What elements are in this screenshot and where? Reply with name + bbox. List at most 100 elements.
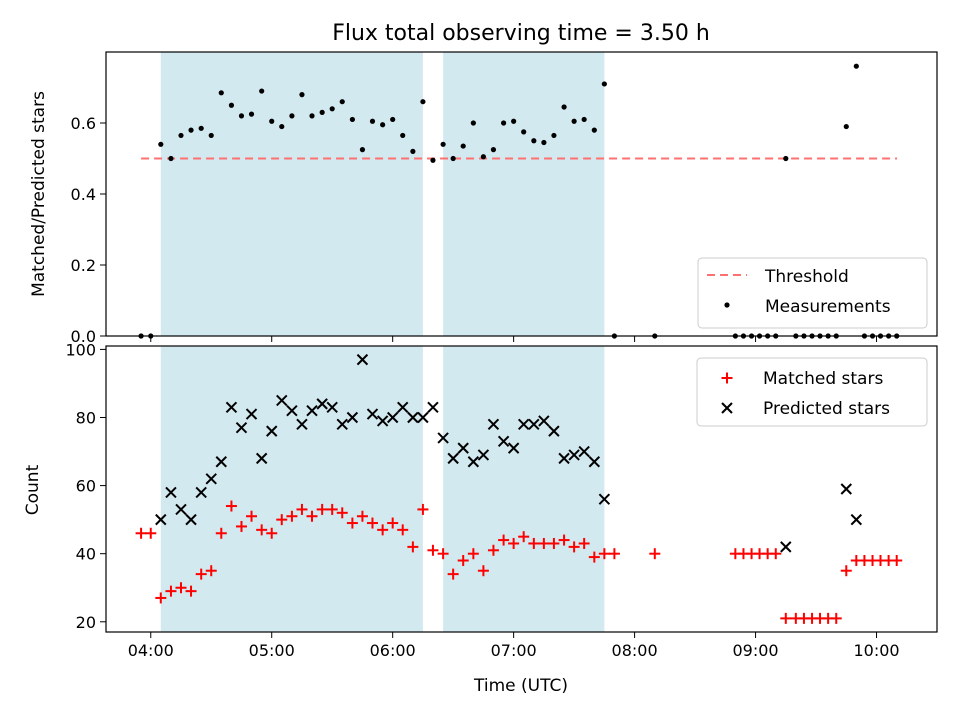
matched-stars-point [215,527,227,539]
predicted-stars-point [407,411,419,424]
shaded-interval-1 [443,346,605,632]
matched-stars-point [427,544,439,556]
predicted-stars-point [588,456,601,468]
predicted-stars-point [558,452,570,465]
matched-stars-point [397,524,409,536]
predicted-stars-point [528,418,540,431]
predicted-stars-point [538,415,550,427]
predicted-stars-point [447,452,459,465]
predicted-stars-point [185,513,197,526]
predicted-stars-point [286,404,298,417]
matched-stars-point [598,548,610,560]
matched-stars-point [135,527,147,539]
matched-stars-series [135,500,903,624]
x-tick-label: 09:00 [733,641,779,660]
measurement-point [319,109,325,115]
bottom-plot-frame [105,345,938,633]
measurement-point [289,113,295,119]
measurement-point [500,120,507,126]
legend-predicted-swatch [721,402,733,414]
y-tick-label: 80 [76,409,96,428]
measurement-point [601,81,607,87]
predicted-stars-point [457,442,469,454]
predicted-stars-point [215,456,227,468]
bottom-x-ticks: 04:00 05:00 06:00 07:00 08:00 09:00 10:00 [128,632,900,660]
matched-stars-point [356,510,368,522]
measurement-point [561,104,567,110]
matched-stars-point [387,517,399,529]
measurement-point [329,106,335,112]
predicted-stars-point [296,418,308,431]
matched-stars-point [840,565,852,577]
predicted-stars-point [205,473,217,485]
y-tick-label: 0.0 [71,327,96,346]
bottom-y-ticks: 20 40 60 80 100 [65,340,106,632]
matched-stars-point [266,527,278,539]
matched-stars-point [326,503,338,515]
predicted-stars-point [467,456,480,468]
predicted-stars-point [578,445,590,458]
matched-stars-point [588,551,600,563]
measurement-point [188,127,194,133]
measurement-point [480,154,486,160]
measurement-point [178,132,184,139]
predicted-stars-point [386,411,399,424]
measurements-series [138,63,900,339]
matched-stars-point [246,510,258,522]
measurement-point [591,127,597,133]
y-tick-label: 0.4 [71,185,96,204]
matched-stars-point [487,544,499,556]
y-tick-label: 0.6 [71,114,96,133]
matched-stars-point [891,555,903,566]
measurement-point [843,123,849,130]
matched-stars-point [346,517,358,529]
x-tick-label: 08:00 [612,641,658,660]
measurement-point [490,147,497,153]
matched-stars-point [548,537,560,549]
matched-stars-point [447,568,459,580]
top-legend: Threshold Measurements [697,257,928,329]
predicted-stars-point [780,541,792,553]
matched-stars-point [145,527,157,539]
matched-stars-point [518,531,530,543]
measurement-point [380,122,386,128]
predicted-stars-point [507,442,520,454]
predicted-stars-point [326,401,338,413]
matched-stars-point [568,541,580,553]
matched-stars-point [417,503,429,515]
measurement-point [470,120,476,126]
predicted-stars-point [155,513,167,526]
bottom-legend: Matched stars Predicted stars [696,357,928,427]
predicted-stars-point [195,486,207,499]
legend-measurements-swatch [724,302,730,308]
matched-stars-point [185,585,197,597]
measurement-point [208,132,214,139]
predicted-stars-point [568,449,580,461]
predicted-stars-point [437,432,449,444]
top-x-ticks [150,336,878,342]
predicted-stars-point [316,398,328,410]
legend-predicted-label: Predicted stars [763,399,890,419]
matched-stars-point [498,534,510,546]
matched-stars-point [336,507,348,519]
matched-stars-point [377,524,389,536]
predicted-stars-series [155,353,863,553]
chart-title: Flux total observing time = 3.50 h [332,21,710,46]
bottom-y-axis-label: Count [23,464,43,515]
matched-stars-point [276,514,288,526]
predicted-stars-point [427,401,439,413]
measurement-point [309,113,315,119]
shaded-interval-0 [160,346,423,632]
matched-stars-point [205,565,217,577]
matched-stars-point [538,537,550,549]
predicted-stars-point [245,408,258,420]
y-tick-label: 0.2 [71,256,96,275]
y-tick-label: 40 [76,545,96,564]
measurement-point [228,102,235,108]
measurement-point [238,113,245,119]
predicted-stars-point [417,411,429,424]
top-shaded-intervals [160,52,605,336]
matched-stars-point [437,548,449,560]
legend-matched-swatch [721,372,733,384]
measurement-point [339,99,345,105]
